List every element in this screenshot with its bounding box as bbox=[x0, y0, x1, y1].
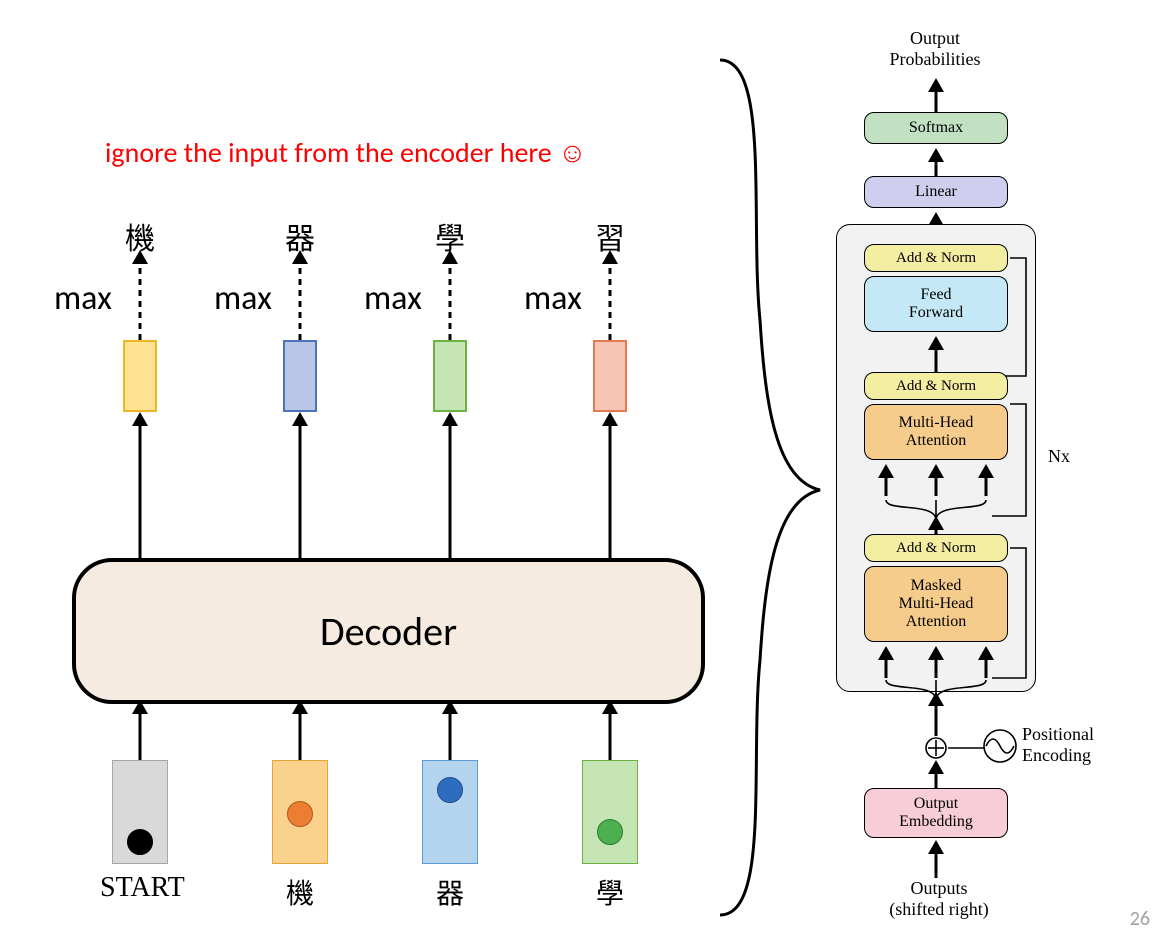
input-label: 器 bbox=[410, 872, 490, 912]
page-number: 26 bbox=[1130, 907, 1150, 931]
add-norm-block: Add & Norm bbox=[864, 534, 1008, 562]
input-label: 機 bbox=[260, 872, 340, 912]
max-label: max bbox=[214, 278, 272, 319]
token-dot-icon bbox=[127, 829, 153, 855]
arrow-icon bbox=[440, 700, 460, 760]
output-bar bbox=[123, 340, 157, 412]
arrow-icon bbox=[290, 250, 310, 340]
arrow-icon bbox=[927, 692, 945, 736]
max-label: max bbox=[524, 278, 582, 319]
multi-head-attention-block: Multi-HeadAttention bbox=[864, 404, 1008, 460]
arrow-icon bbox=[600, 700, 620, 760]
add-norm-block: Add & Norm bbox=[864, 372, 1008, 400]
masked-multi-head-attention-block: MaskedMulti-HeadAttention bbox=[864, 566, 1008, 642]
token-dot-icon bbox=[597, 819, 623, 845]
feed-forward-block: FeedForward bbox=[864, 276, 1008, 332]
decoder-label: Decoder bbox=[320, 607, 457, 656]
token-dot-icon bbox=[287, 801, 313, 827]
note-text: ignore the input from the encoder here ☺ bbox=[105, 135, 587, 170]
sine-icon bbox=[982, 728, 1018, 764]
arrow-icon bbox=[927, 516, 945, 534]
linear-block: Linear bbox=[864, 176, 1008, 208]
arrow-icon bbox=[927, 336, 945, 372]
output-embedding-block: OutputEmbedding bbox=[864, 788, 1008, 838]
input-label: START bbox=[100, 872, 180, 904]
arrow-icon bbox=[600, 412, 620, 562]
arrow-icon bbox=[440, 412, 460, 562]
arrow-icon bbox=[600, 250, 620, 340]
arrow-icon bbox=[927, 840, 945, 878]
input-token bbox=[272, 760, 328, 864]
input-token bbox=[112, 760, 168, 864]
max-label: max bbox=[54, 278, 112, 319]
oplus-icon bbox=[924, 736, 948, 760]
input-token bbox=[422, 760, 478, 864]
arrow-icon bbox=[440, 250, 460, 340]
softmax-block: Softmax bbox=[864, 112, 1008, 144]
arrow-icon bbox=[927, 78, 945, 112]
arrow-icon bbox=[927, 760, 945, 788]
arrow-icon bbox=[130, 700, 150, 760]
positional-encoding-label: PositionalEncoding bbox=[1022, 724, 1142, 766]
arrow-icon bbox=[130, 250, 150, 340]
token-dot-icon bbox=[437, 777, 463, 803]
output-probabilities-label: OutputProbabilities bbox=[840, 28, 1030, 70]
output-bar bbox=[593, 340, 627, 412]
output-bar bbox=[433, 340, 467, 412]
output-bar bbox=[283, 340, 317, 412]
decoder-box: Decoder bbox=[72, 558, 705, 704]
arrow-icon bbox=[290, 412, 310, 562]
arrow-icon bbox=[130, 412, 150, 562]
input-label: 學 bbox=[570, 872, 650, 912]
nx-label: Nx bbox=[1048, 446, 1070, 467]
max-label: max bbox=[364, 278, 422, 319]
arrow-icon bbox=[290, 700, 310, 760]
arrow-icon bbox=[927, 148, 945, 176]
input-token bbox=[582, 760, 638, 864]
outputs-shifted-label: Outputs(shifted right) bbox=[834, 878, 1044, 920]
brace-icon bbox=[700, 20, 830, 940]
